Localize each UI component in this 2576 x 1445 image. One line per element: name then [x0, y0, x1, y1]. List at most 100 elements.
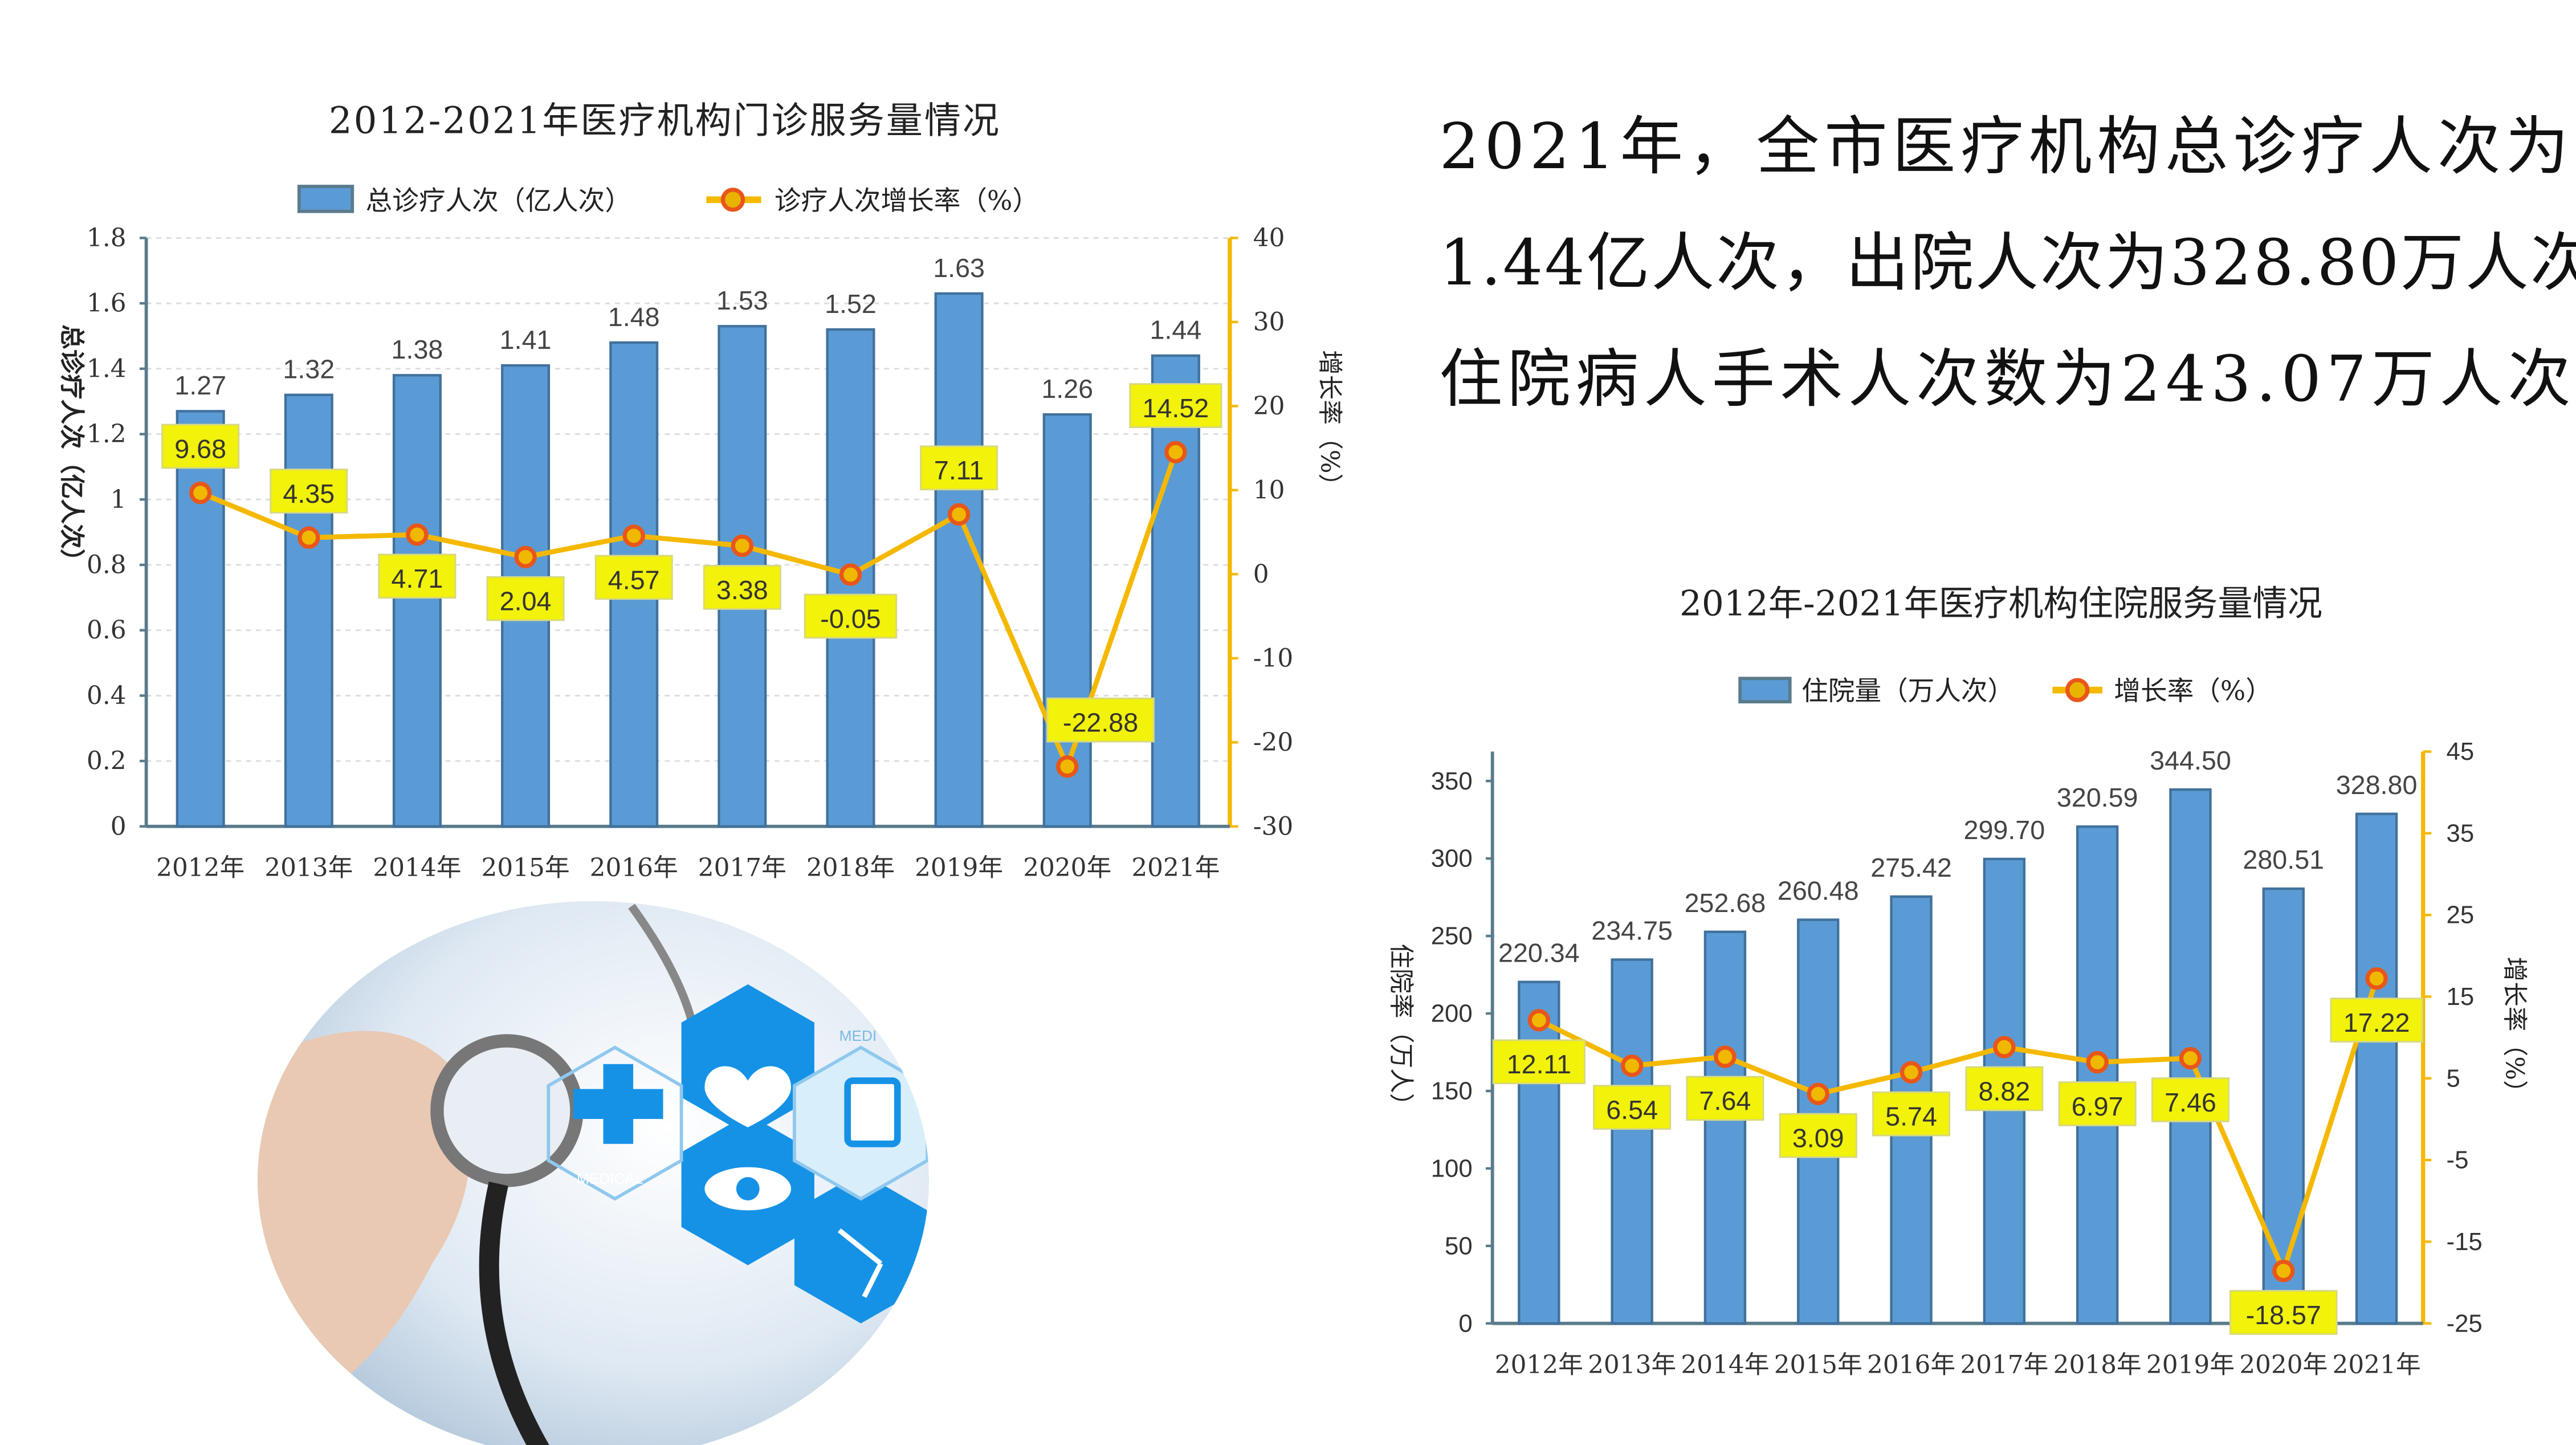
- y-tick-label: 0.2: [87, 747, 127, 776]
- growth-label-box: [1593, 1085, 1672, 1130]
- growth-label-box: [270, 469, 348, 514]
- y-tick-label: 0.6: [87, 616, 127, 645]
- bar-value-label: 344.50: [2150, 746, 2231, 775]
- growth-value-label: 4.35: [283, 479, 335, 508]
- bar-value-label: 275.42: [1870, 853, 1952, 882]
- bar-value-label: 220.34: [1498, 938, 1580, 968]
- y-tick-label: 0.4: [87, 681, 127, 710]
- y-tick-label: 0: [111, 812, 127, 841]
- y2-tick-label: -30: [1253, 812, 1293, 841]
- y-tick-label: 250: [1431, 922, 1473, 950]
- x-tick-label: 2012年: [1495, 1350, 1583, 1379]
- bar-value-label: 252.68: [1685, 888, 1766, 918]
- y-tick-label: 350: [1431, 767, 1473, 795]
- growth-marker: [1807, 1082, 1829, 1105]
- summary-line-1: 2021年，全市医疗机构总诊疗人次为: [1439, 110, 2574, 184]
- growth-label-box: [486, 576, 565, 621]
- growth-marker: [297, 526, 320, 549]
- y2-tick-label: -10: [1253, 644, 1293, 673]
- y-tick-label: 100: [1431, 1154, 1473, 1182]
- growth-label-box: [804, 593, 898, 639]
- y2-tick-label: 35: [2447, 819, 2475, 847]
- y-tick-label: 0.8: [87, 551, 127, 580]
- growth-marker: [1056, 755, 1079, 778]
- growth-label-box: [703, 565, 781, 610]
- heart-icon: [704, 1066, 792, 1127]
- legend-line-swatch: [720, 188, 745, 212]
- x-tick-label: 2018年: [2053, 1350, 2142, 1379]
- bar-value-label: 1.63: [933, 253, 985, 283]
- bar-value-label: 1.32: [283, 355, 335, 384]
- bar: [284, 393, 333, 828]
- bar-value-label: 234.75: [1591, 916, 1673, 946]
- outpatient-chart: 2012-2021年医疗机构门诊服务量情况 总诊疗人次（亿人次） 诊疗人次增长率…: [57, 100, 1344, 883]
- y-tick-label: 1.4: [87, 354, 127, 383]
- growth-marker: [2086, 1051, 2109, 1074]
- y2-tick-label: -20: [1253, 728, 1293, 757]
- bar: [2076, 825, 2119, 1325]
- summary-text: 2021年，全市医疗机构总诊疗人次为 1.44亿人次，出院人次为328.80万人…: [1439, 110, 2576, 416]
- growth-value-label: 8.82: [1978, 1076, 2030, 1106]
- growth-marker: [1900, 1061, 1923, 1084]
- bar-value-label: 1.53: [716, 286, 768, 315]
- y-tick-label: 50: [1445, 1232, 1473, 1260]
- growth-marker: [2179, 1047, 2202, 1070]
- stethoscope-icon: [430, 1034, 584, 1187]
- y-tick-label: 0: [1458, 1309, 1472, 1337]
- growth-marker: [1620, 1055, 1644, 1077]
- x-tick-label: 2021年: [2333, 1350, 2421, 1379]
- growth-marker: [1164, 441, 1187, 463]
- legend: 总诊疗人次（亿人次） 诊疗人次增长率（%）: [297, 185, 1039, 217]
- summary-line-2: 1.44亿人次，出院人次为328.80万人次，: [1439, 226, 2576, 300]
- y-tick-label: 1.6: [87, 289, 127, 318]
- y2-tick-label: 0: [1253, 560, 1269, 589]
- y-tick-label: 1.2: [87, 420, 127, 449]
- legend-bar-swatch: [1738, 677, 1792, 703]
- y2-tick-label: 40: [1253, 223, 1285, 253]
- bar: [934, 292, 984, 828]
- y2-tick-label: 15: [2447, 983, 2475, 1011]
- y-tick-label: 200: [1431, 1000, 1473, 1028]
- growth-marker: [2365, 967, 2388, 990]
- x-tick-label: 2017年: [1960, 1350, 2048, 1379]
- growth-label-box: [2058, 1081, 2137, 1126]
- growth-marker: [406, 523, 429, 546]
- clipboard-icon: [844, 1077, 901, 1147]
- legend-line-swatch: [2065, 678, 2090, 702]
- bar-value-label: 320.59: [2057, 783, 2138, 812]
- growth-marker: [622, 524, 645, 547]
- growth-label-box: [2151, 1077, 2229, 1122]
- photo-label-medical: MEDICAL: [577, 1170, 643, 1187]
- y2-tick-label: 10: [1253, 475, 1285, 504]
- growth-value-label: -22.88: [1063, 708, 1138, 738]
- bar-value-label: 1.27: [174, 371, 226, 400]
- x-tick-label: 2016年: [1867, 1350, 1955, 1379]
- x-tick-label: 2012年: [156, 853, 244, 882]
- bar-value-label: 1.26: [1041, 374, 1093, 404]
- growth-value-label: 7.11: [934, 455, 984, 485]
- growth-label-box: [2229, 1290, 2338, 1335]
- bar-value-label: 280.51: [2243, 845, 2324, 874]
- x-tick-label: 2018年: [806, 853, 895, 882]
- growth-value-label: 3.09: [1792, 1123, 1844, 1153]
- growth-value-label: 5.74: [1885, 1101, 1937, 1131]
- growth-label-box: [2330, 998, 2423, 1043]
- growth-line: [199, 451, 1179, 774]
- x-tick-label: 2017年: [698, 853, 786, 882]
- bar-value-label: 299.70: [1964, 815, 2045, 845]
- y2-tick-label: 20: [1253, 392, 1285, 421]
- summary-line-3: 住院病人手术人次数为243.07万人次。: [1439, 343, 2576, 416]
- growth-label-box: [378, 553, 456, 599]
- x-tick-label: 2014年: [373, 853, 461, 882]
- x-tick-label: 2020年: [1023, 853, 1111, 882]
- x-tick-label: 2013年: [1588, 1350, 1676, 1379]
- y2-tick-label: 5: [2447, 1064, 2460, 1092]
- medical-photo: MEDICAL MEDI: [258, 901, 930, 1445]
- growth-value-label: 14.52: [1143, 393, 1209, 423]
- growth-value-label: 6.54: [1606, 1095, 1658, 1125]
- y2-tick-label: -25: [2447, 1309, 2483, 1337]
- chart-title: 2012年-2021年医疗机构住院服务量情况: [1680, 583, 2322, 624]
- growth-line: [1538, 978, 2379, 1278]
- growth-label-box: [1129, 383, 1222, 428]
